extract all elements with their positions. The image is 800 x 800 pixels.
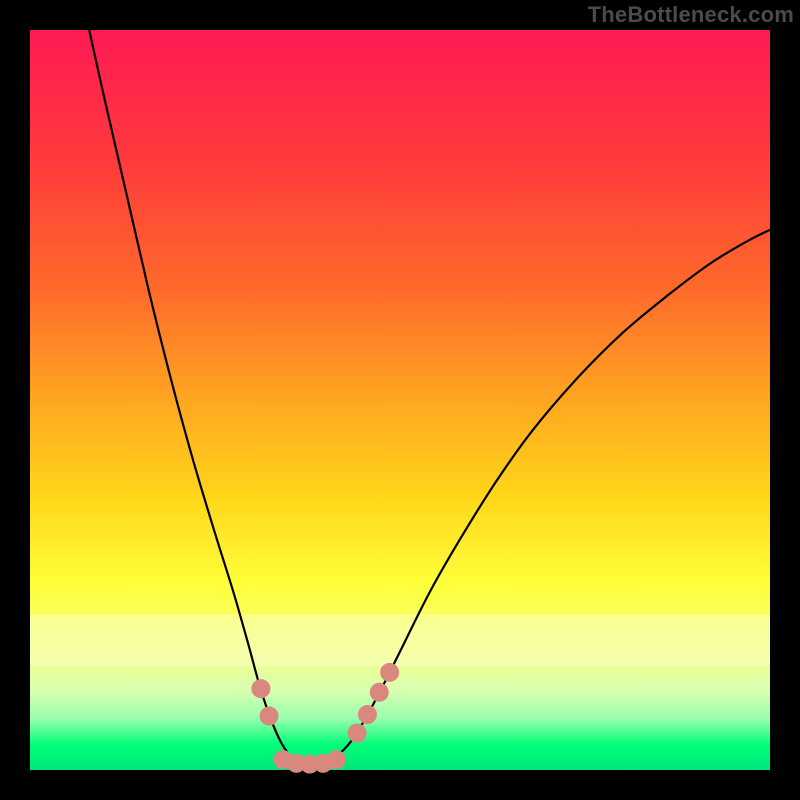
curve-marker: [348, 724, 366, 742]
pale-horizontal-band: [30, 615, 770, 667]
curve-marker: [260, 707, 278, 725]
curve-marker: [370, 683, 388, 701]
chart-root: TheBottleneck.com: [0, 0, 800, 800]
curve-marker: [358, 706, 376, 724]
curve-marker: [327, 751, 345, 769]
watermark-text: TheBottleneck.com: [588, 2, 794, 28]
bottleneck-chart: [0, 0, 800, 800]
curve-marker: [381, 663, 399, 681]
curve-marker: [252, 680, 270, 698]
